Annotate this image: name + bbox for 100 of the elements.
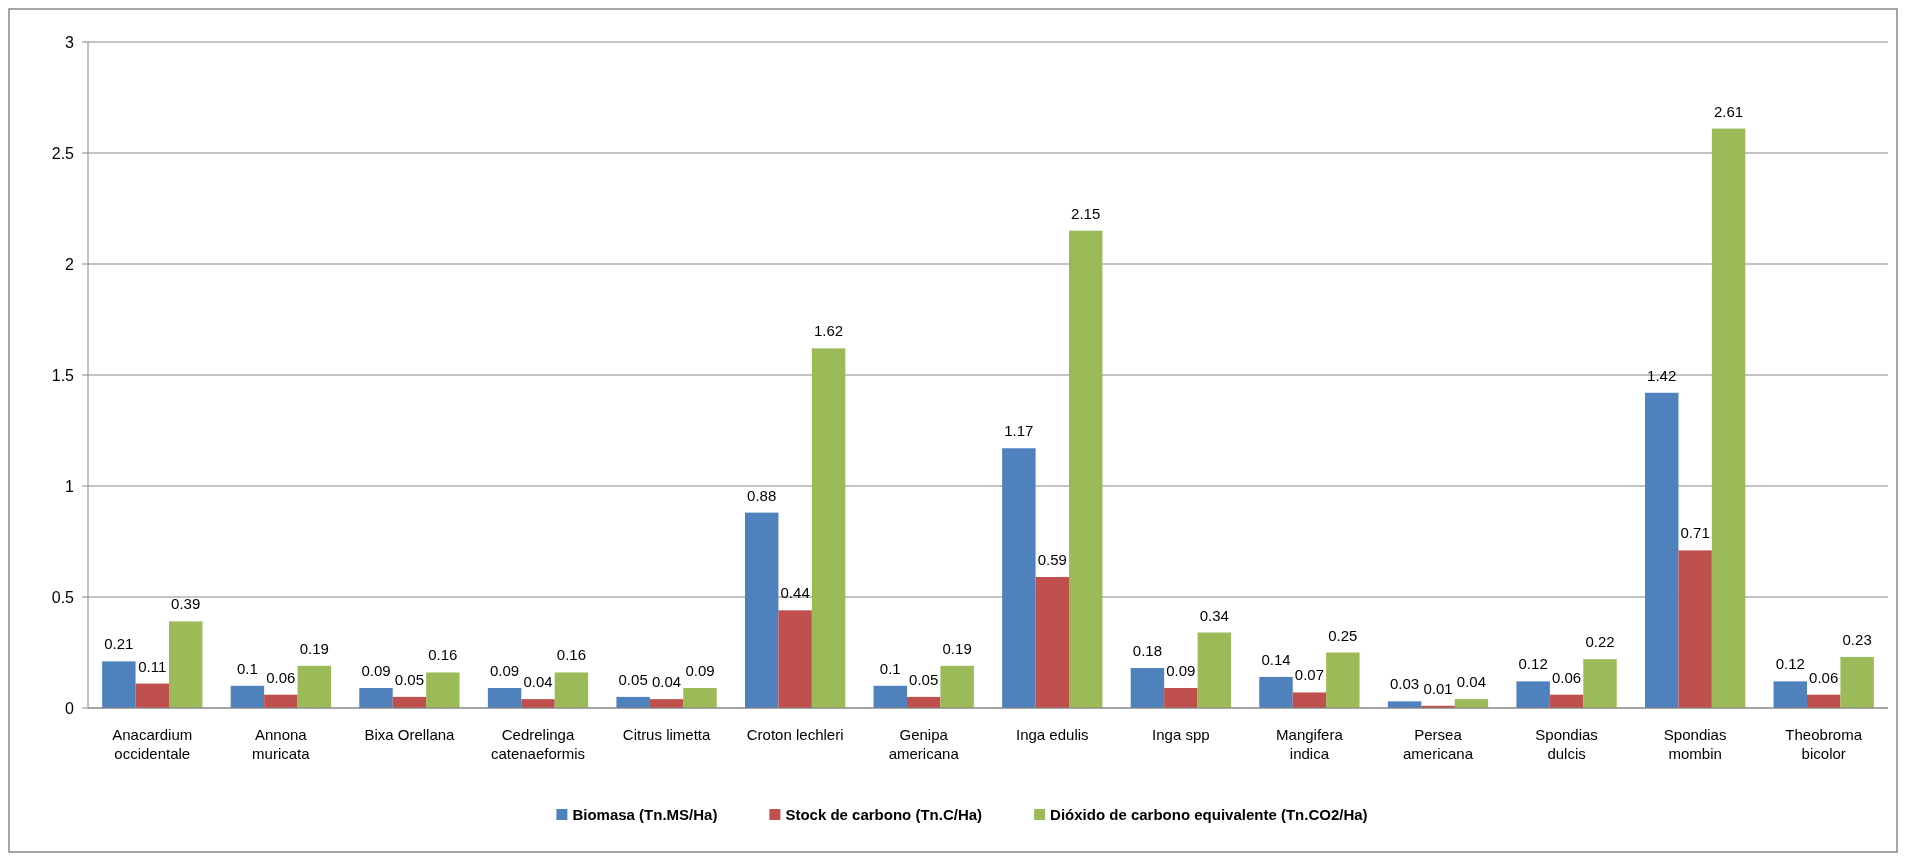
- x-tick-label: Persea americana: [1402, 726, 1474, 762]
- bar: [683, 688, 717, 708]
- y-tick-label: 3: [65, 33, 75, 51]
- bar: [1326, 652, 1360, 708]
- bar: [487, 688, 522, 708]
- bar: [1516, 681, 1550, 708]
- data-label: 0.22: [1585, 633, 1615, 651]
- data-label: 0.05: [394, 670, 425, 688]
- data-label: 0.04: [651, 673, 682, 691]
- data-label: 0.09: [685, 662, 715, 680]
- y-tick-label: 2: [65, 255, 75, 273]
- y-tick-label: 1.5: [51, 366, 75, 384]
- y-tick-label: 0: [65, 699, 75, 717]
- data-label: 0.1: [237, 659, 258, 677]
- x-tick-label: Croton lechleri: [746, 726, 844, 743]
- data-label: 0.18: [1132, 642, 1163, 660]
- x-tick-label: Theobroma bicolor: [1785, 726, 1863, 762]
- x-tick-label: Spondias mombin: [1663, 726, 1727, 762]
- data-label: 0.06: [1551, 668, 1582, 686]
- data-label: 0.11: [138, 657, 167, 675]
- bar: [1130, 668, 1165, 708]
- legend-label: Stock de carbono (Tn.C/Ha): [785, 806, 983, 824]
- bar: [169, 621, 203, 708]
- bar: [554, 672, 589, 708]
- data-label: 0.05: [909, 670, 939, 688]
- x-tick-label: Anacardium occidentale: [112, 726, 193, 762]
- data-label: 0.09: [489, 662, 520, 680]
- bar: [1197, 632, 1231, 708]
- bar: [135, 683, 169, 708]
- bar: [1292, 692, 1327, 708]
- data-label: 0.44: [780, 584, 810, 602]
- bar: [940, 665, 974, 708]
- data-label: 1.62: [813, 322, 844, 340]
- data-label: 2.15: [1071, 204, 1101, 222]
- legend-label: Biomasa (Tn.MS/Ha): [572, 806, 718, 824]
- bar: [297, 665, 331, 708]
- bar: [1069, 230, 1103, 708]
- bar: [1259, 676, 1293, 708]
- data-label: 0.09: [361, 662, 391, 680]
- bar: [1164, 688, 1198, 708]
- data-label: 0.04: [523, 673, 553, 691]
- data-label: 0.19: [299, 639, 329, 657]
- data-label: 0.01: [1423, 679, 1453, 697]
- data-label: 0.07: [1294, 666, 1325, 684]
- bar: [102, 661, 136, 708]
- data-label: 0.59: [1037, 551, 1067, 569]
- data-label: 0.09: [1166, 662, 1196, 680]
- data-label: 0.19: [942, 639, 972, 657]
- x-tick-label: Inga spp: [1152, 726, 1210, 743]
- data-label: 0.21: [104, 635, 134, 653]
- bar: [426, 672, 460, 708]
- legend-label: Dióxido de carbono equivalente (Tn.CO2/Ha): [1050, 806, 1368, 824]
- x-tick-label: Mangifera indica: [1276, 726, 1344, 762]
- data-label: 0.25: [1328, 626, 1358, 644]
- data-label: 0.1: [879, 659, 901, 677]
- data-label: 1.17: [1004, 422, 1034, 440]
- bar: [1645, 392, 1679, 708]
- bar: [1840, 656, 1874, 708]
- bar: [230, 685, 265, 708]
- bar: [1711, 128, 1746, 708]
- data-label: 2.61: [1713, 102, 1744, 120]
- bar: [1583, 659, 1617, 708]
- data-label: 0.04: [1456, 673, 1487, 691]
- x-tick-label: Genipa americana: [888, 726, 960, 762]
- data-label: 0.88: [747, 486, 777, 504]
- bar: [1002, 448, 1036, 708]
- bar: [778, 610, 812, 708]
- bar: [1035, 577, 1069, 708]
- data-label: 0.06: [266, 668, 296, 686]
- data-label: 0.05: [618, 670, 648, 688]
- bar: [1773, 681, 1807, 708]
- data-label: 0.03: [1389, 675, 1420, 693]
- x-tick-label: Spondias dulcis: [1535, 726, 1598, 762]
- x-tick-label: Citrus limetta: [622, 726, 711, 743]
- y-tick-label: 1: [65, 477, 75, 495]
- data-label: 0.23: [1842, 630, 1872, 648]
- data-label: 0.34: [1199, 606, 1229, 624]
- x-tick-label: Inga edulis: [1016, 726, 1089, 743]
- bar: [873, 685, 907, 708]
- y-tick-label: 2.5: [51, 144, 75, 162]
- bar: [521, 699, 555, 708]
- data-label: 0.12: [1775, 655, 1805, 673]
- data-label: 0.12: [1518, 655, 1548, 673]
- bar: [1678, 550, 1712, 708]
- data-label: 0.39: [171, 595, 201, 613]
- bar: [745, 512, 779, 708]
- y-tick-label: 0.5: [51, 588, 75, 606]
- bar: [359, 688, 393, 708]
- data-label: 1.42: [1647, 366, 1677, 384]
- x-tick-label: Annona muricata: [252, 726, 311, 762]
- data-label: 0.71: [1680, 524, 1710, 542]
- data-label: 0.14: [1261, 650, 1291, 668]
- bar: [616, 696, 650, 708]
- bar: [264, 694, 298, 708]
- x-tick-label: Cedrelinga catenaeformis: [490, 726, 586, 762]
- x-tick-label: Bixa Orellana: [364, 726, 456, 743]
- data-label: 0.16: [428, 646, 458, 664]
- data-label: 0.06: [1809, 668, 1839, 686]
- data-label: 0.16: [556, 646, 587, 664]
- bar: [811, 348, 846, 708]
